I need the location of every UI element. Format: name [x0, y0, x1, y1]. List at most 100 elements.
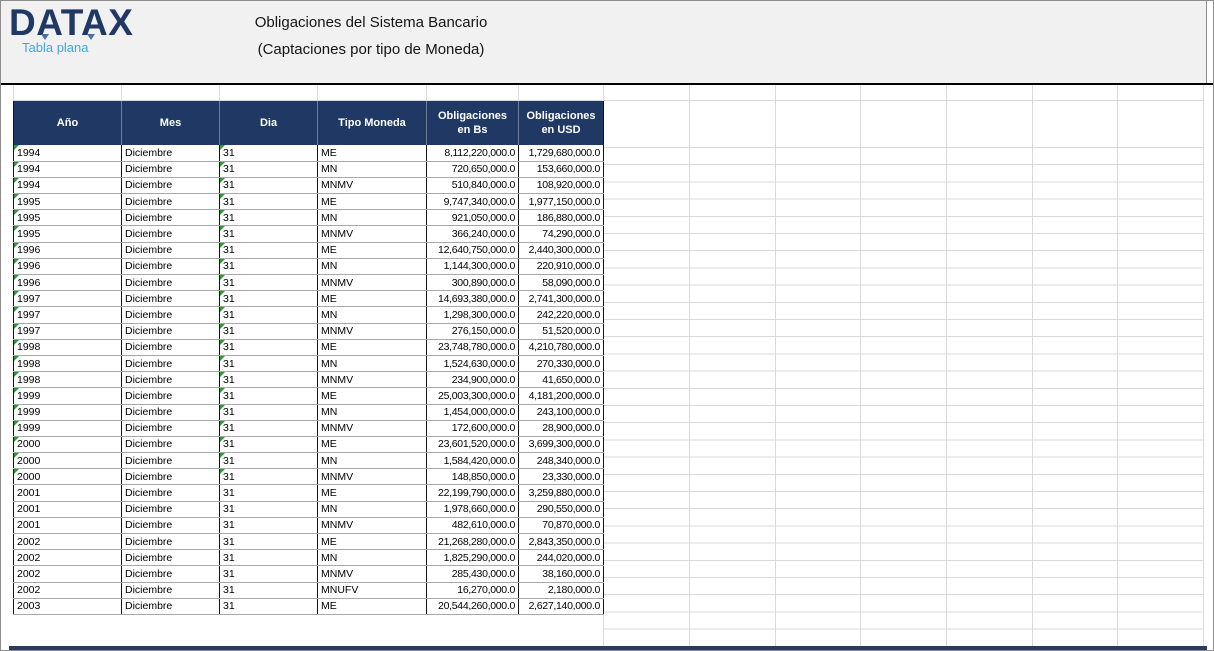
cell-ano[interactable]: 2002	[13, 565, 122, 583]
cell-mes[interactable]: Diciembre	[121, 290, 220, 308]
cell-dia[interactable]: 31	[219, 193, 318, 211]
cell-tipo[interactable]: MN	[317, 161, 427, 178]
cell-usd[interactable]: 23,330,000.0	[518, 468, 604, 486]
cell-usd[interactable]: 70,870,000.0	[518, 517, 604, 535]
cell-mes[interactable]: Diciembre	[121, 468, 220, 486]
cell-dia[interactable]: 31	[219, 145, 318, 162]
cell-bs[interactable]: 23,601,520,000.0	[426, 436, 519, 454]
cell-ano[interactable]: 1995	[13, 225, 122, 243]
cell-dia[interactable]: 31	[219, 582, 318, 599]
column-header-tipo[interactable]: Tipo Moneda	[317, 101, 427, 145]
cell-bs[interactable]: 300,890,000.0	[426, 274, 519, 292]
cell-bs[interactable]: 23,748,780,000.0	[426, 339, 519, 356]
cell-usd[interactable]: 270,330,000.0	[518, 355, 604, 373]
cell-usd[interactable]: 186,880,000.0	[518, 209, 604, 227]
cell-bs[interactable]: 720,650,000.0	[426, 161, 519, 178]
cell-ano[interactable]: 2002	[13, 582, 122, 599]
cell-mes[interactable]: Diciembre	[121, 339, 220, 356]
cell-dia[interactable]: 31	[219, 452, 318, 470]
cell-bs[interactable]: 12,640,750,000.0	[426, 242, 519, 259]
cell-mes[interactable]: Diciembre	[121, 355, 220, 373]
cell-bs[interactable]: 285,430,000.0	[426, 565, 519, 583]
cell-bs[interactable]: 1,144,300,000.0	[426, 258, 519, 276]
cell-usd[interactable]: 51,520,000.0	[518, 323, 604, 340]
cell-dia[interactable]: 31	[219, 517, 318, 535]
cell-usd[interactable]: 2,180,000.0	[518, 582, 604, 599]
cell-bs[interactable]: 1,298,300,000.0	[426, 306, 519, 324]
cell-usd[interactable]: 243,100,000.0	[518, 404, 604, 421]
cell-mes[interactable]: Diciembre	[121, 225, 220, 243]
cell-ano[interactable]: 1996	[13, 242, 122, 259]
cell-usd[interactable]: 41,650,000.0	[518, 371, 604, 389]
cell-usd[interactable]: 248,340,000.0	[518, 452, 604, 470]
cell-bs[interactable]: 921,050,000.0	[426, 209, 519, 227]
cell-ano[interactable]: 2000	[13, 468, 122, 486]
cell-usd[interactable]: 2,440,300,000.0	[518, 242, 604, 259]
cell-usd[interactable]: 58,090,000.0	[518, 274, 604, 292]
column-header-ano[interactable]: Año	[13, 101, 122, 145]
cell-ano[interactable]: 1994	[13, 145, 122, 162]
cell-mes[interactable]: Diciembre	[121, 193, 220, 211]
cell-bs[interactable]: 172,600,000.0	[426, 420, 519, 437]
cell-usd[interactable]: 4,210,780,000.0	[518, 339, 604, 356]
cell-mes[interactable]: Diciembre	[121, 209, 220, 227]
cell-mes[interactable]: Diciembre	[121, 582, 220, 599]
cell-dia[interactable]: 31	[219, 339, 318, 356]
cell-tipo[interactable]: ME	[317, 533, 427, 551]
cell-usd[interactable]: 1,977,150,000.0	[518, 193, 604, 211]
cell-ano[interactable]: 2000	[13, 452, 122, 470]
cell-usd[interactable]: 2,843,350,000.0	[518, 533, 604, 551]
cell-ano[interactable]: 2001	[13, 517, 122, 535]
cell-tipo[interactable]: ME	[317, 598, 427, 615]
cell-tipo[interactable]: MNMV	[317, 420, 427, 437]
cell-tipo[interactable]: MN	[317, 452, 427, 470]
cell-ano[interactable]: 2002	[13, 533, 122, 551]
cell-usd[interactable]: 38,160,000.0	[518, 565, 604, 583]
cell-tipo[interactable]: MNMV	[317, 565, 427, 583]
cell-mes[interactable]: Diciembre	[121, 565, 220, 583]
cell-ano[interactable]: 1997	[13, 323, 122, 340]
cell-tipo[interactable]: MN	[317, 209, 427, 227]
cell-usd[interactable]: 242,220,000.0	[518, 306, 604, 324]
cell-usd[interactable]: 153,660,000.0	[518, 161, 604, 178]
cell-ano[interactable]: 1997	[13, 306, 122, 324]
cell-tipo[interactable]: MNMV	[317, 323, 427, 340]
cell-dia[interactable]: 31	[219, 420, 318, 437]
cell-tipo[interactable]: MNMV	[317, 177, 427, 195]
cell-mes[interactable]: Diciembre	[121, 420, 220, 437]
cell-dia[interactable]: 31	[219, 533, 318, 551]
cell-dia[interactable]: 31	[219, 387, 318, 405]
cell-mes[interactable]: Diciembre	[121, 161, 220, 178]
cell-tipo[interactable]: MNMV	[317, 468, 427, 486]
cell-ano[interactable]: 1998	[13, 339, 122, 356]
cell-usd[interactable]: 220,910,000.0	[518, 258, 604, 276]
cell-mes[interactable]: Diciembre	[121, 501, 220, 518]
cell-dia[interactable]: 31	[219, 242, 318, 259]
cell-tipo[interactable]: ME	[317, 484, 427, 502]
cell-mes[interactable]: Diciembre	[121, 436, 220, 454]
cell-dia[interactable]: 31	[219, 549, 318, 567]
cell-dia[interactable]: 31	[219, 355, 318, 373]
cell-tipo[interactable]: MN	[317, 404, 427, 421]
cell-tipo[interactable]: MNMV	[317, 517, 427, 535]
cell-usd[interactable]: 3,699,300,000.0	[518, 436, 604, 454]
cell-ano[interactable]: 2001	[13, 484, 122, 502]
cell-dia[interactable]: 31	[219, 468, 318, 486]
cell-usd[interactable]: 1,729,680,000.0	[518, 145, 604, 162]
cell-usd[interactable]: 108,920,000.0	[518, 177, 604, 195]
cell-mes[interactable]: Diciembre	[121, 242, 220, 259]
cell-bs[interactable]: 510,840,000.0	[426, 177, 519, 195]
column-header-usd[interactable]: Obligaciones en USD	[518, 101, 604, 145]
cell-mes[interactable]: Diciembre	[121, 177, 220, 195]
cell-tipo[interactable]: MNMV	[317, 225, 427, 243]
cell-usd[interactable]: 244,020,000.0	[518, 549, 604, 567]
cell-ano[interactable]: 2000	[13, 436, 122, 454]
cell-bs[interactable]: 1,825,290,000.0	[426, 549, 519, 567]
column-header-dia[interactable]: Dia	[219, 101, 318, 145]
cell-usd[interactable]: 2,741,300,000.0	[518, 290, 604, 308]
cell-mes[interactable]: Diciembre	[121, 323, 220, 340]
cell-mes[interactable]: Diciembre	[121, 533, 220, 551]
cell-bs[interactable]: 16,270,000.0	[426, 582, 519, 599]
cell-tipo[interactable]: ME	[317, 145, 427, 162]
cell-bs[interactable]: 8,112,220,000.0	[426, 145, 519, 162]
